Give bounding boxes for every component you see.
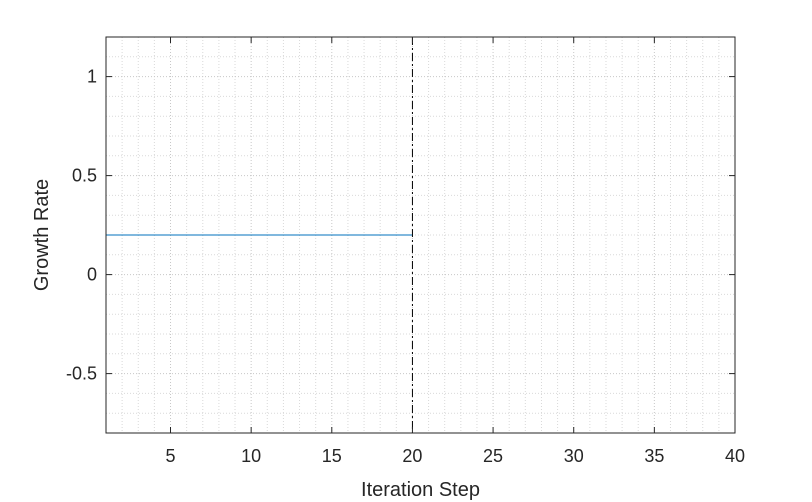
x-tick-label: 15 (322, 446, 342, 466)
x-tick-label: 10 (241, 446, 261, 466)
x-tick-label: 20 (402, 446, 422, 466)
y-tick-label: 0 (87, 265, 97, 285)
x-tick-label: 25 (483, 446, 503, 466)
x-tick-label: 35 (644, 446, 664, 466)
x-axis-ticks: 5 10 15 20 25 30 35 40 (166, 37, 745, 466)
y-axis-label: Growth Rate (31, 179, 53, 291)
y-tick-label: -0.5 (66, 364, 97, 384)
plot-frame (105, 36, 736, 434)
x-tick-label: 30 (564, 446, 584, 466)
y-axis-ticks: -0.5 0 0.5 1 (66, 67, 735, 384)
x-axis-label: Iteration Step (361, 479, 480, 501)
y-tick-label: 0.5 (72, 166, 97, 186)
x-tick-label: 40 (725, 446, 745, 466)
x-tick-label: 5 (166, 446, 176, 466)
y-tick-label: 1 (87, 67, 97, 87)
